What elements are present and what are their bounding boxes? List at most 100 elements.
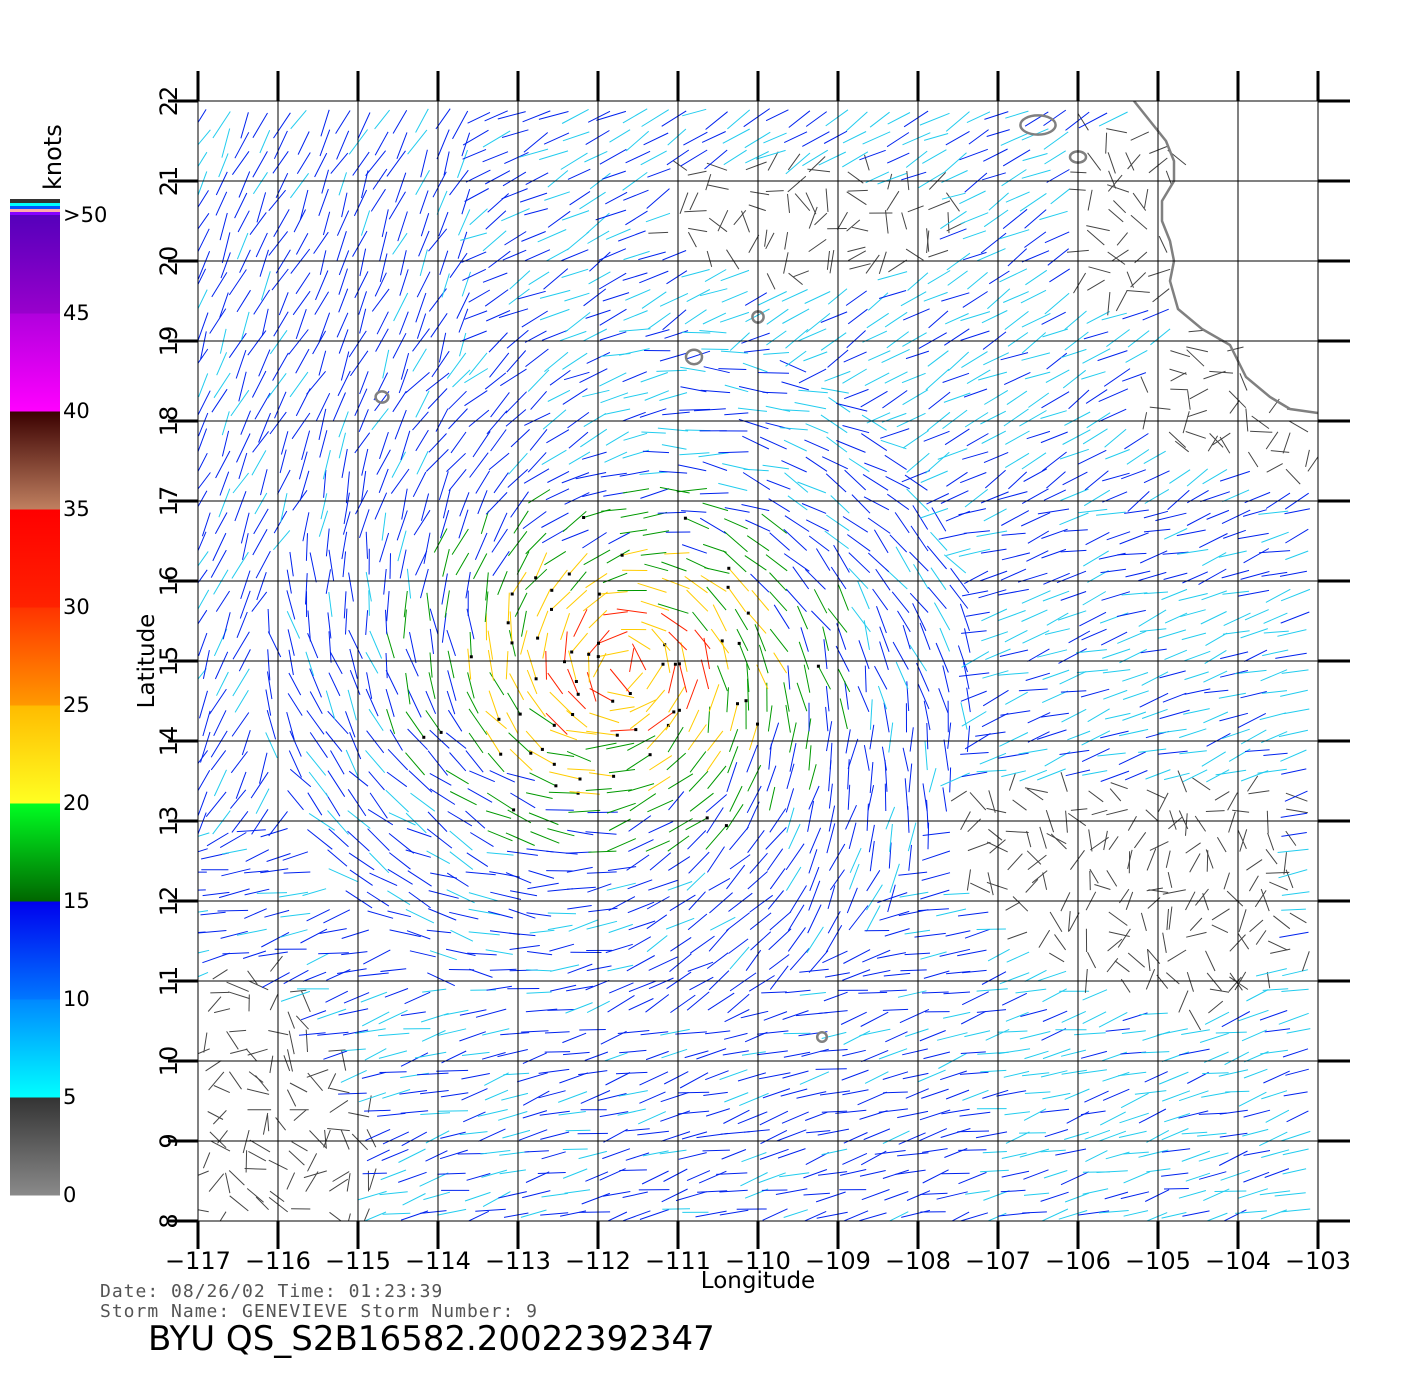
wind-vector [539, 1110, 570, 1116]
wind-vector [659, 486, 690, 494]
wind-vector [828, 843, 846, 871]
wind-vector [198, 832, 210, 837]
wind-vector [1077, 113, 1089, 131]
wind-vector [1021, 352, 1051, 361]
wind-vector [647, 312, 671, 330]
wind-vector [788, 110, 811, 128]
wind-vector [420, 568, 429, 599]
wind-vector [437, 1172, 466, 1175]
wind-vector [547, 672, 564, 695]
wind-vector [1102, 669, 1131, 674]
wind-vector [859, 1170, 886, 1177]
wind-vector [329, 1178, 349, 1192]
wind-vector [226, 1031, 239, 1050]
wind-vector [509, 673, 525, 701]
wind-vector [889, 863, 900, 893]
wind-vector [323, 469, 327, 498]
wind-vector [325, 569, 331, 594]
wind-vector [996, 1090, 1027, 1097]
wind-vector [787, 153, 801, 171]
wind-vector [1206, 509, 1230, 520]
wind-vector [341, 1048, 366, 1052]
wind-vector [1155, 512, 1187, 522]
wind-vector [1254, 890, 1267, 908]
wind-vector [599, 372, 627, 387]
wind-vector [1043, 572, 1070, 585]
wind-vector [198, 490, 208, 508]
colorbar-top-strip [10, 199, 60, 215]
wind-vector [489, 352, 510, 378]
wind-vector [488, 911, 514, 919]
wind-vector [1126, 290, 1150, 293]
wind-vector [1265, 871, 1290, 874]
wind-vector [541, 329, 569, 341]
wind-vector [705, 173, 712, 191]
wind-vector [825, 706, 829, 732]
wind-vector [1228, 811, 1236, 833]
wind-vector [287, 790, 304, 811]
wind-vector [750, 931, 772, 951]
wind-vector [587, 651, 590, 683]
wind-vector [586, 920, 618, 930]
wind-vector [290, 109, 307, 130]
wind-vector [1100, 730, 1129, 739]
rain-flag [720, 639, 724, 643]
wind-vector [1218, 1150, 1248, 1166]
rain-flag [534, 677, 538, 681]
wind-vector [1121, 469, 1146, 480]
wind-vector [1277, 629, 1307, 637]
wind-vector [322, 449, 331, 480]
wind-vector [400, 352, 410, 380]
wind-vector [516, 1072, 548, 1083]
wind-vector [336, 210, 350, 236]
wind-vector [336, 312, 349, 338]
wind-vector [1221, 1011, 1251, 1028]
wind-vector [391, 451, 407, 478]
wind-vector [198, 531, 207, 553]
wind-vector [647, 799, 674, 813]
wind-vector [824, 370, 851, 382]
wind-vector [886, 152, 910, 164]
wind-vector [269, 1055, 274, 1074]
wind-vector [342, 551, 347, 578]
wind-vector [745, 151, 769, 164]
wind-vector [1163, 528, 1188, 540]
wind-vector [198, 668, 207, 680]
wind-vector [983, 352, 1010, 366]
wind-vector [505, 651, 509, 680]
wind-vector [538, 1090, 566, 1099]
wind-vector [1234, 669, 1267, 675]
wind-vector [1147, 949, 1151, 972]
wind-vector [846, 191, 867, 206]
wind-vector [679, 1072, 709, 1089]
wind-vector [1239, 373, 1248, 391]
wind-vector [661, 561, 687, 572]
wind-vector [846, 219, 861, 232]
wind-vector [820, 414, 848, 434]
wind-vector [1158, 728, 1187, 734]
wind-vector [783, 528, 808, 551]
wind-vector [392, 109, 408, 134]
wind-vector [458, 509, 469, 539]
wind-vector [1178, 593, 1208, 601]
wind-vector [240, 112, 249, 139]
wind-vector [1145, 809, 1158, 821]
wind-vector [416, 1072, 449, 1076]
colorbar-tick-label: 5 [63, 1085, 76, 1109]
wind-vector [545, 712, 568, 735]
wind-vector [287, 1011, 295, 1029]
wind-vector [1282, 969, 1309, 977]
wind-vector [377, 1032, 410, 1037]
wind-vector [271, 268, 289, 291]
wind-vector [397, 211, 408, 242]
wind-vector [482, 230, 507, 252]
wind-vector [286, 1172, 296, 1190]
wind-vector [1267, 940, 1288, 951]
wind-vector [508, 732, 532, 754]
wind-vector [1161, 1148, 1191, 1153]
wind-vector [660, 1110, 691, 1122]
wind-vector [273, 209, 290, 237]
wind-vector [976, 988, 1008, 992]
wind-vector [1202, 893, 1209, 911]
wind-vector [964, 628, 971, 653]
